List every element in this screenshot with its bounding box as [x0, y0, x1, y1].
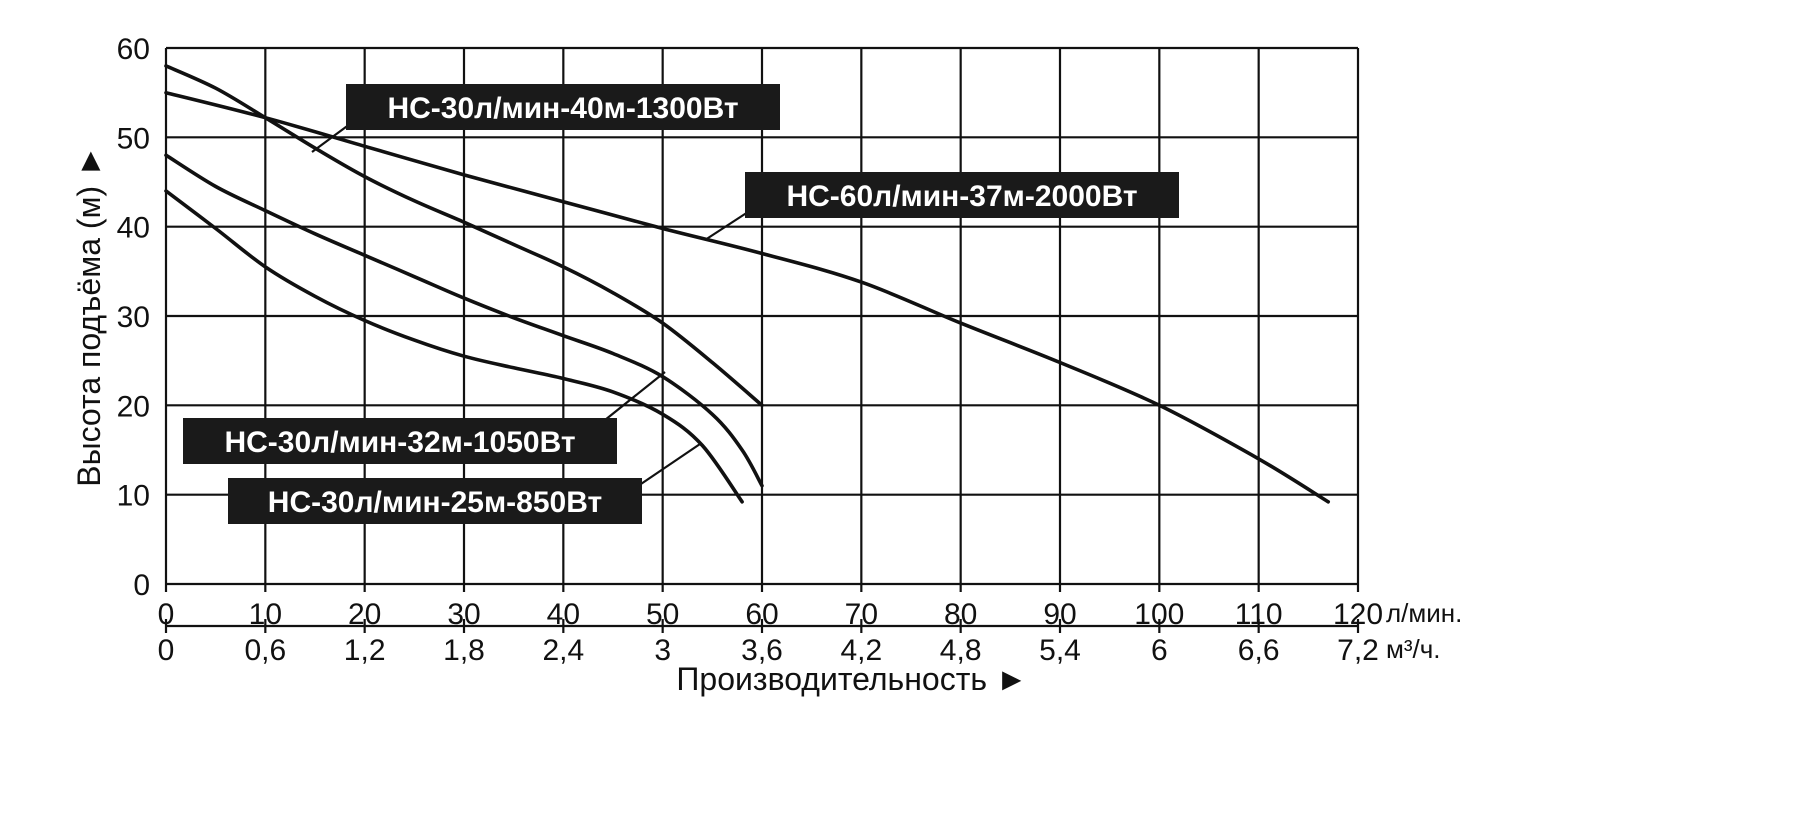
x2-tick-label: 0: [158, 634, 175, 667]
series-labels: НС-30л/мин-40м-1300Вт НС-60л/мин-37м-2000…: [183, 84, 1179, 524]
x2-tick-label: 1,2: [344, 634, 386, 667]
y-tick-label: 10: [117, 480, 150, 513]
series-leader-line: [311, 123, 351, 153]
x2-tick-label: 4,2: [840, 634, 882, 667]
x-tick-label: 110: [1235, 598, 1283, 631]
series-label: НС-30л/мин-25м-850Вт: [268, 486, 602, 519]
series-label: НС-60л/мин-37м-2000Вт: [786, 180, 1137, 213]
series-line-4: [164, 189, 744, 504]
x2-axis-unit: м³/ч.: [1386, 634, 1441, 664]
x-tick-label: 30: [447, 598, 480, 631]
series-leader-line: [637, 443, 701, 487]
x-tick-label: 120: [1333, 598, 1383, 631]
x-tick-label: 90: [1043, 598, 1076, 631]
series-label-box: [228, 478, 642, 524]
x-axis-unit: л/мин.: [1386, 598, 1462, 628]
x2-tick-label: 7,2: [1337, 634, 1379, 667]
x-tick-label: 50: [646, 598, 679, 631]
series-line-3: [164, 153, 764, 488]
x2-tick-label: 6,6: [1238, 634, 1280, 667]
y-tick-label: 30: [117, 301, 150, 334]
y-tick-label: 40: [117, 212, 150, 245]
x2-tick-label: 1,8: [443, 634, 485, 667]
grid: [164, 46, 1360, 633]
x2-tick-label: 5,4: [1039, 634, 1081, 667]
curves: [164, 64, 1330, 504]
series-label-box: [183, 418, 617, 464]
x-tick-label: 0: [158, 598, 175, 631]
x2-tick-label: 6: [1151, 634, 1168, 667]
x-axis-title: Производительность ►: [676, 661, 1027, 697]
series-label: НС-30л/мин-32м-1050Вт: [224, 426, 575, 459]
series-leader-line: [704, 211, 749, 241]
x-tick-label: 70: [845, 598, 878, 631]
series-line-2: [164, 90, 1330, 504]
y-tick-label: 50: [117, 122, 150, 155]
series-label-box: [346, 84, 780, 130]
series-leader-line: [599, 371, 666, 425]
x2-tick-label: 0,6: [244, 634, 286, 667]
x2-tick-label: 4,8: [940, 634, 982, 667]
x-tick-label: 60: [745, 598, 778, 631]
x-tick-label: 100: [1134, 598, 1184, 631]
x-tick-label: 80: [944, 598, 977, 631]
y-axis-title: Высота подъёма (м) ►: [71, 145, 107, 487]
y-tick-label: 0: [133, 569, 150, 602]
x-tick-label: 20: [348, 598, 381, 631]
series-label-box: [745, 172, 1179, 218]
y-tick-label: 20: [117, 390, 150, 423]
x2-tick-label: 3: [654, 634, 671, 667]
x-tick-label: 40: [547, 598, 580, 631]
y-tick-label: 60: [117, 33, 150, 66]
x2-tick-label: 2,4: [542, 634, 584, 667]
series-label: НС-30л/мин-40м-1300Вт: [387, 92, 738, 125]
x-tick-label: 10: [249, 598, 282, 631]
x2-tick-label: 3,6: [741, 634, 783, 667]
